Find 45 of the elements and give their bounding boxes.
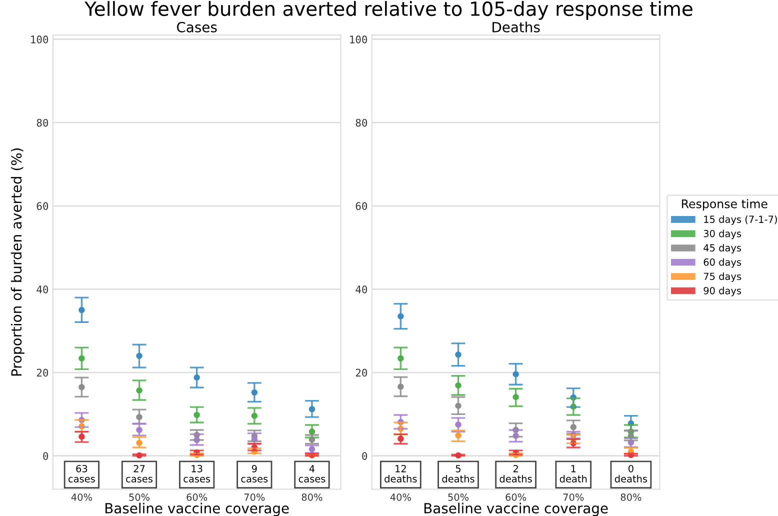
- annotation: 2 deaths: [500, 464, 532, 482]
- y-tick-label: 100: [31, 36, 48, 44]
- y-tick-label: 80: [356, 118, 368, 127]
- y-tick-label: 0: [362, 452, 368, 460]
- x-tick-label: 80%: [620, 494, 642, 501]
- annotation: 63 cases: [68, 464, 95, 482]
- x-tick-label: 60%: [506, 494, 526, 501]
- y-tick-label: 40: [356, 285, 368, 294]
- y-tick-label: 60: [356, 202, 368, 210]
- legend-label: 75 days: [704, 272, 742, 282]
- y-tick-label: 100: [350, 36, 368, 44]
- annotation: 27 cases: [126, 464, 152, 482]
- x-tick-label: 70%: [563, 494, 584, 501]
- x-tick-label: 80%: [302, 494, 322, 501]
- legend-label: 30 days: [704, 230, 742, 240]
- y-tick-label: 0: [43, 452, 48, 460]
- chart-subtitle: Deaths: [492, 22, 540, 32]
- annotation: 1 death: [560, 465, 587, 482]
- chart-subtitle: Cases: [177, 22, 217, 32]
- annotation: 4 cases: [298, 465, 326, 482]
- x-tick-label: 40%: [71, 494, 92, 501]
- annotation: 9 cases: [241, 464, 268, 482]
- legend-label: 60 days: [704, 258, 742, 268]
- y-tick-label: 20: [36, 368, 48, 377]
- annotation: 0 deaths: [614, 464, 648, 482]
- annotation: 5 deaths: [442, 465, 474, 482]
- y-tick-label: 20: [356, 368, 368, 377]
- legend-label: 15 days (7-1-7): [704, 215, 777, 225]
- x-tick-label: 60%: [186, 494, 208, 501]
- x-tick-label: 40%: [390, 494, 411, 501]
- x-tick-label: 50%: [129, 494, 150, 501]
- y-tick-label: 60: [36, 202, 48, 210]
- legend-label: 90 days: [704, 286, 742, 296]
- legend-label: 45 days: [704, 244, 742, 254]
- y-axis-title: Proportion of burden averted (%): [10, 148, 24, 376]
- annotation: 13 cases: [184, 464, 210, 482]
- annotation: 12 deaths: [384, 464, 417, 482]
- x-tick-label: 70%: [244, 494, 265, 501]
- x-axis-title: Baseline vaccine coverage: [424, 502, 608, 516]
- text: Yellow fever burden averted relative to 105-day response time: [84, 1, 692, 20]
- x-axis-title: Baseline vaccine coverage: [105, 502, 289, 516]
- y-tick-label: 80: [36, 118, 48, 127]
- x-tick-label: 50%: [448, 494, 469, 501]
- y-tick-label: 40: [36, 285, 48, 294]
- legend-title: Response time: [682, 199, 768, 211]
